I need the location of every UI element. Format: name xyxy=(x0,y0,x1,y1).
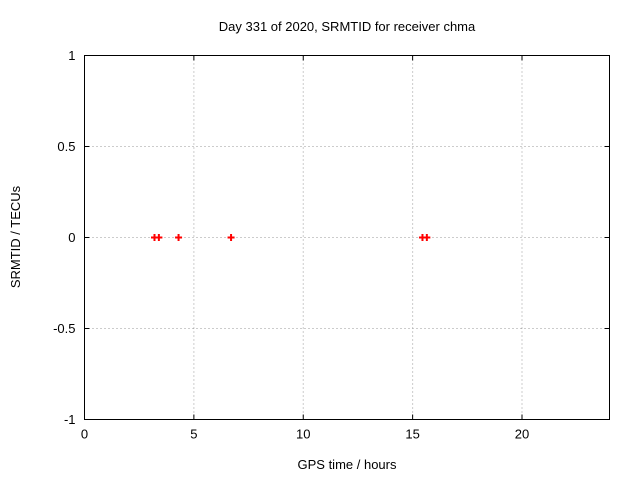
y-tick-label: 0.5 xyxy=(57,139,75,154)
plot-area: 0 5 10 15 20 -1 -0.5 0 0.5 1 xyxy=(53,48,610,442)
data-point xyxy=(175,234,183,241)
y-tick-label: 0 xyxy=(68,230,75,245)
y-axis-label: SRMTID / TECUs xyxy=(8,185,23,288)
x-tick-label: 10 xyxy=(296,427,310,442)
plot-frame xyxy=(84,55,610,420)
data-point xyxy=(155,234,163,241)
x-tick-label: 0 xyxy=(81,427,88,442)
y-tick-label: -0.5 xyxy=(53,321,75,336)
x-tick-label: 15 xyxy=(405,427,419,442)
x-tick-label: 20 xyxy=(515,427,529,442)
data-point xyxy=(227,234,235,241)
x-axis-label: GPS time / hours xyxy=(298,457,397,472)
y-tick-label: -1 xyxy=(64,412,76,427)
data-point xyxy=(423,234,431,241)
chart-title: Day 331 of 2020, SRMTID for receiver chm… xyxy=(219,19,476,34)
x-tick-label: 5 xyxy=(190,427,197,442)
y-tick-label: 1 xyxy=(68,48,75,63)
